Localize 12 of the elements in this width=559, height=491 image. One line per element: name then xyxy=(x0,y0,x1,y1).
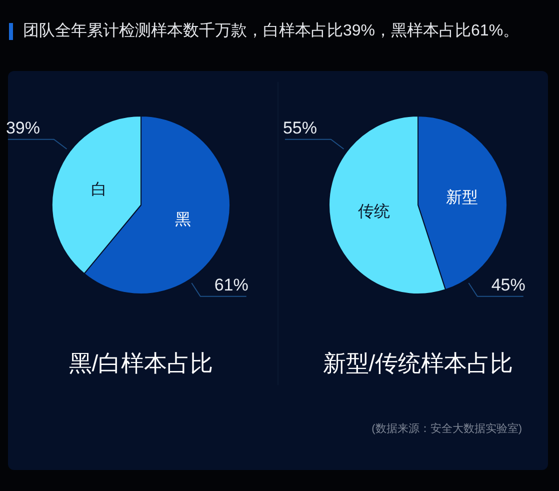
data-label: 61% xyxy=(214,275,248,294)
slice-label: 白 xyxy=(91,181,108,198)
slice-label: 新型 xyxy=(446,188,478,207)
text: 团队全年累计检测样本数千万款，白样本占比39%，黑样本占比61%。 xyxy=(23,22,520,40)
slice-label: 黑 xyxy=(174,212,191,229)
text: 新型/传统样本占比 xyxy=(322,350,514,376)
text: 黑/白样本占比 xyxy=(68,350,214,376)
text: (数据来源：安全大数据实验室) xyxy=(372,422,522,435)
data-label: 55% xyxy=(282,118,317,138)
data-label: 45% xyxy=(491,275,526,294)
data-label: 39% xyxy=(6,118,40,138)
slice-label: 传统 xyxy=(358,202,390,220)
